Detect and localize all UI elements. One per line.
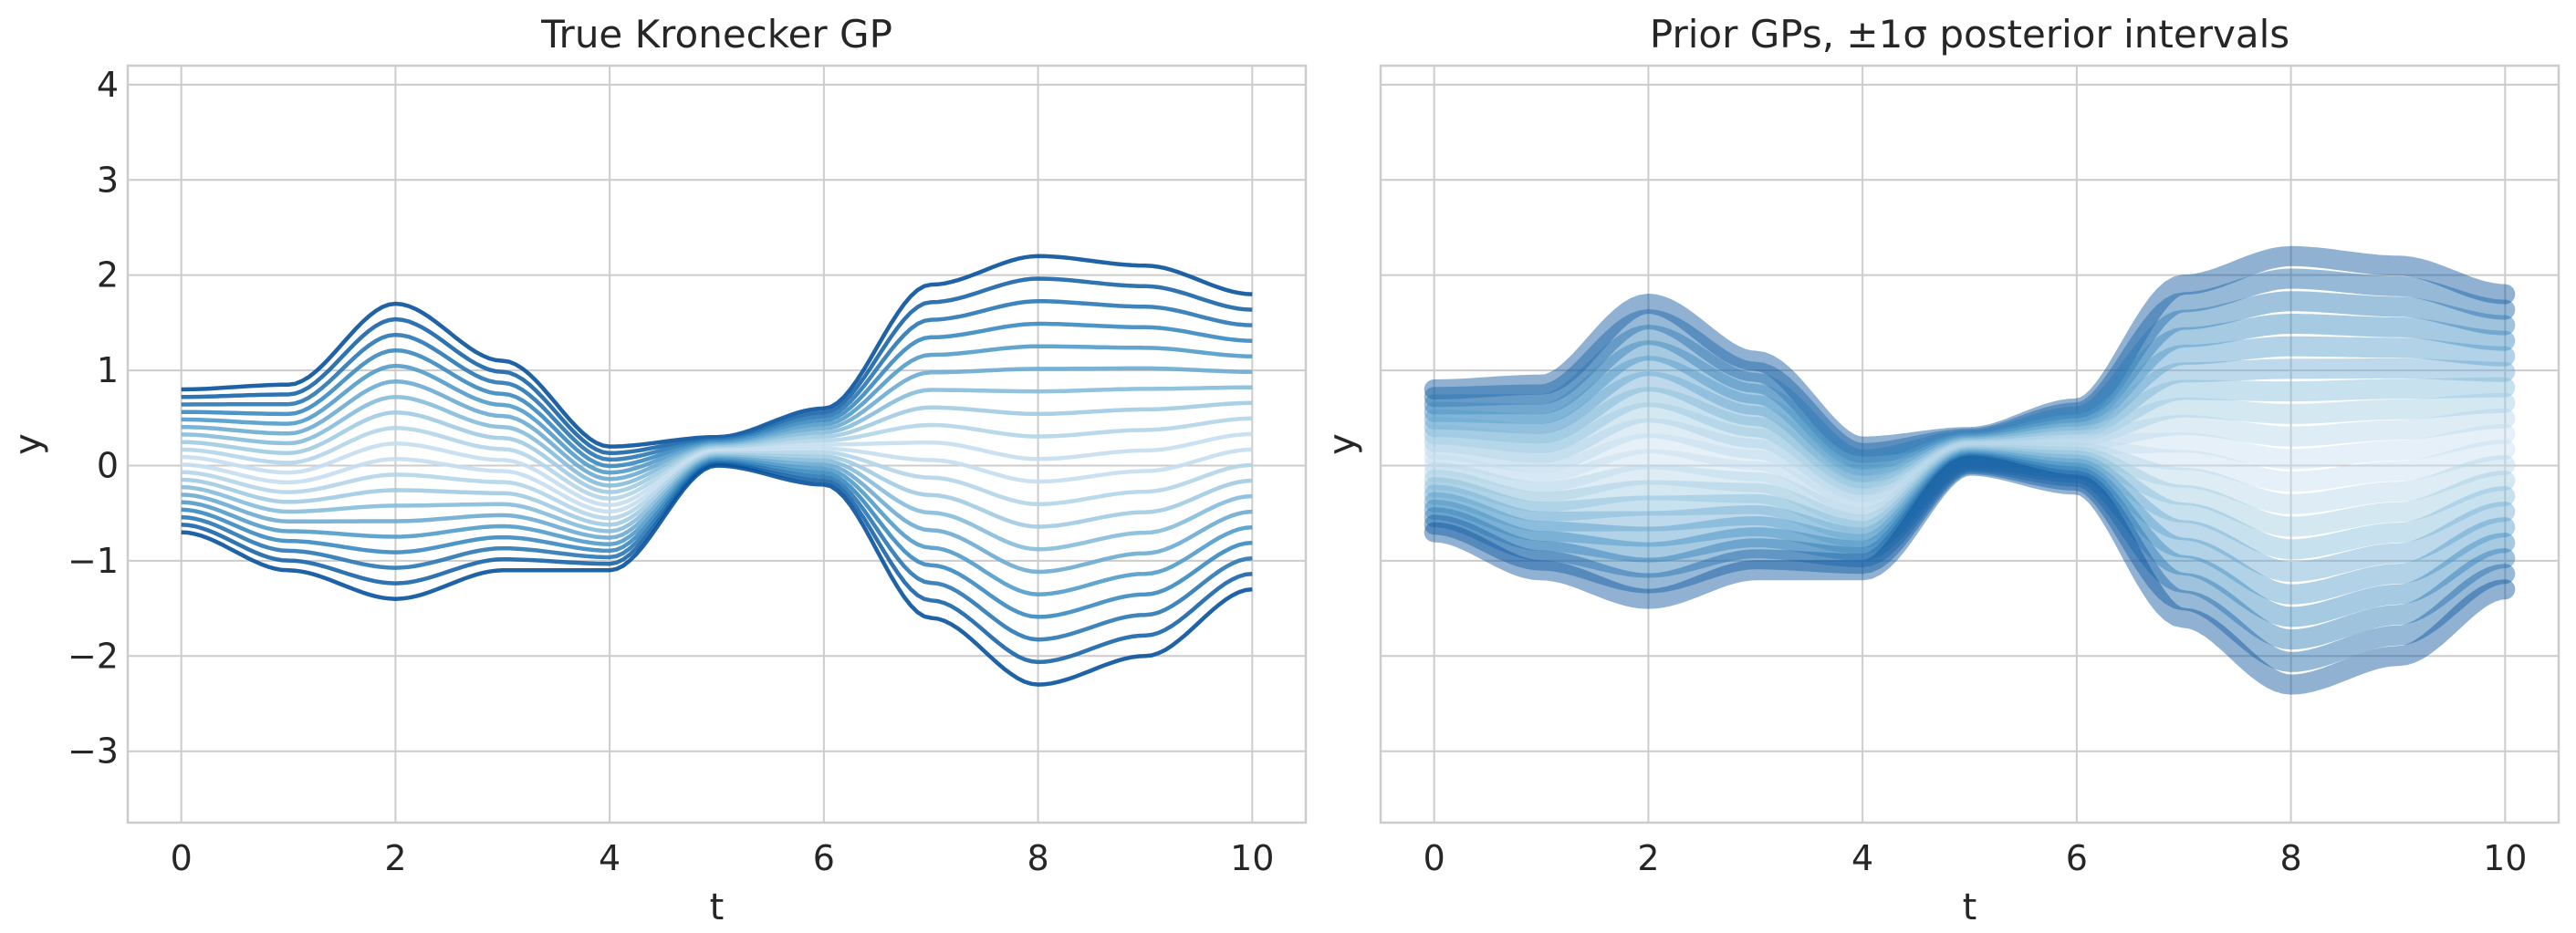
x-tick-label: 8 [1027, 838, 1048, 878]
series-line [181, 457, 1253, 596]
x-tick-label: 10 [2483, 838, 2527, 878]
y-tick-label: 0 [97, 445, 119, 485]
x-tick-label: 4 [1851, 838, 1873, 878]
chart-panel-2: 0 2 4 6 8 10 Prior GPs, ±1σ posterior interval… [1321, 12, 2560, 928]
series-group [1424, 245, 2516, 695]
series-band [1424, 314, 2516, 476]
series-band [1424, 445, 2516, 537]
series-band [1424, 453, 2516, 672]
x-tick-label: 2 [1637, 838, 1659, 878]
series-band [1424, 423, 2516, 515]
series-band [1424, 268, 2516, 463]
series-band [1424, 358, 2516, 490]
series-band [1424, 452, 2516, 650]
series-band [1424, 392, 2516, 503]
series-band [1424, 377, 2516, 496]
series-band [1424, 449, 2516, 605]
x-tick-label: 8 [2279, 838, 2301, 878]
y-tick-label: −2 [68, 636, 119, 676]
series-band [1424, 245, 2516, 457]
chart-title: Prior GPs, ±1σ posterior intervals [1650, 12, 2289, 57]
x-axis-label: t [710, 886, 725, 928]
chart-title: True Kronecker GP [540, 12, 892, 57]
x-tick-label: 2 [384, 838, 406, 878]
axes-frame [126, 64, 1308, 824]
y-tick-label: 1 [97, 350, 119, 390]
series-band [1424, 455, 2516, 695]
x-axis-label: t [1963, 886, 1977, 928]
series-band [1424, 336, 2516, 483]
y-tick-label: 3 [97, 160, 119, 200]
series-band [1424, 291, 2516, 470]
series-band [1424, 448, 2516, 582]
series-line [181, 463, 1253, 687]
y-axis-label: y [1321, 433, 1363, 455]
x-tick-label: 10 [1230, 838, 1274, 878]
series-band [1424, 438, 2516, 522]
series-line [181, 460, 1253, 642]
y-tick-label: 2 [97, 255, 119, 295]
series-group [181, 254, 1253, 687]
chart-panel-1: 0 2 4 6 8 10 −3 −2 −1 0 1 2 3 4 True Kronecker GP t y [7, 12, 1308, 928]
x-tick-label: 0 [171, 838, 193, 878]
series-band [1424, 446, 2516, 560]
series-band [1424, 408, 2516, 509]
axes-frame [1379, 64, 2560, 824]
x-tick-label: 6 [2066, 838, 2088, 878]
x-tick-label: 0 [1424, 838, 1445, 878]
y-axis-label: y [7, 433, 49, 455]
x-tick-label: 4 [599, 838, 621, 878]
series-band [1424, 442, 2516, 529]
y-tick-label: −3 [68, 731, 119, 772]
y-tick-label: −1 [68, 541, 119, 581]
x-tick-label: 6 [813, 838, 835, 878]
y-tick-label: 4 [97, 65, 119, 105]
series-band [1424, 451, 2516, 627]
